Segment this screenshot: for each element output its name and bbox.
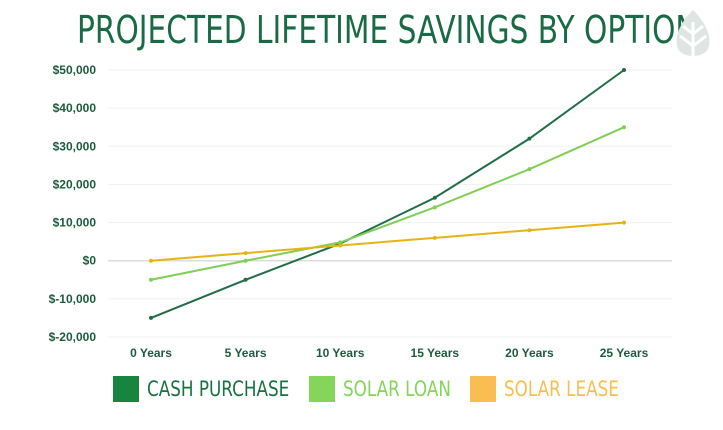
data-point xyxy=(527,136,532,141)
data-point xyxy=(432,205,437,210)
data-point xyxy=(622,125,626,130)
chart-title: PROJECTED LIFETIME SAVINGS BY OPTION xyxy=(77,8,698,52)
data-point xyxy=(149,315,153,320)
legend: CASH PURCHASE SOLAR LOAN SOLAR LEASE xyxy=(113,376,619,402)
series-line xyxy=(150,126,625,281)
x-tick-label: 20 Years xyxy=(505,346,554,360)
y-tick-label: $40,000 xyxy=(53,101,97,115)
legend-swatch xyxy=(113,376,139,402)
x-tick-label: 15 Years xyxy=(411,346,460,360)
data-point xyxy=(622,68,626,72)
legend-swatch xyxy=(309,376,336,402)
y-tick-label: $0 xyxy=(83,254,97,268)
y-tick-label: $20,000 xyxy=(53,177,97,191)
x-tick-label: 5 Years xyxy=(225,346,267,360)
legend-label: CASH PURCHASE xyxy=(147,377,290,401)
data-point xyxy=(432,195,437,200)
y-tick-label: $-10,000 xyxy=(49,292,97,306)
data-point xyxy=(243,251,248,256)
x-tick-label: 10 Years xyxy=(316,346,365,360)
legend-label: SOLAR LOAN xyxy=(343,377,451,401)
legend-label: SOLAR LEASE xyxy=(503,377,619,401)
data-point xyxy=(338,243,343,248)
x-tick-label: 0 Years xyxy=(130,346,172,360)
legend-swatch xyxy=(469,376,496,402)
legend-item: CASH PURCHASE xyxy=(113,376,291,402)
leaf-icon xyxy=(676,10,710,56)
x-tick-label: 25 Years xyxy=(600,346,649,360)
data-point xyxy=(243,277,248,282)
data-point xyxy=(338,240,343,245)
data-point xyxy=(149,277,153,282)
legend-item: SOLAR LEASE xyxy=(469,376,619,402)
data-point xyxy=(527,167,532,172)
y-tick-label: $30,000 xyxy=(53,139,97,153)
data-point xyxy=(243,258,248,263)
legend-item: SOLAR LOAN xyxy=(309,376,452,402)
data-point xyxy=(527,228,532,233)
y-tick-label: $-20,000 xyxy=(49,330,97,344)
data-point xyxy=(622,220,626,225)
data-point xyxy=(432,235,437,240)
y-tick-label: $10,000 xyxy=(53,216,97,230)
y-tick-label: $50,000 xyxy=(53,63,97,77)
series-line xyxy=(150,69,625,319)
data-point xyxy=(149,258,153,263)
series-line xyxy=(150,221,625,262)
